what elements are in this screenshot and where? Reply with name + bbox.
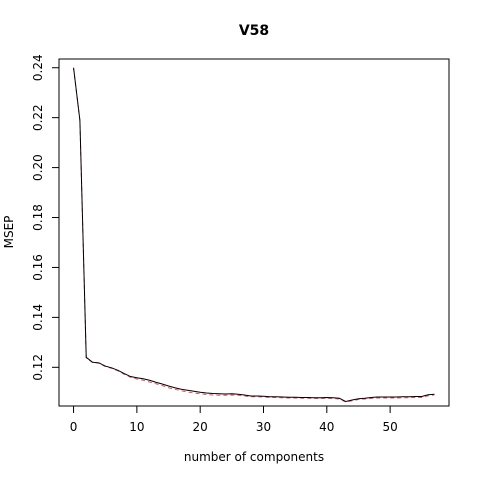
series-line-dashed — [73, 68, 435, 403]
series-layer — [73, 67, 435, 403]
y-tick-label: 0.22 — [31, 104, 45, 131]
x-axis-label: number of components — [184, 450, 324, 464]
x-tick-label: 20 — [193, 420, 208, 434]
x-tick-label: 50 — [382, 420, 397, 434]
x-axis: 0 10 20 30 40 50 — [70, 406, 398, 434]
chart-title: V58 — [239, 23, 269, 39]
y-tick-label: 0.16 — [31, 254, 45, 281]
x-tick-label: 10 — [129, 420, 144, 434]
x-tick-label: 40 — [319, 420, 334, 434]
y-tick-label: 0.12 — [31, 354, 45, 381]
series-line-solid — [73, 67, 435, 403]
x-tick-label: 0 — [70, 420, 78, 434]
y-tick-label: 0.20 — [31, 154, 45, 181]
x-tick-label: 30 — [256, 420, 271, 434]
y-tick-label: 0.18 — [31, 204, 45, 231]
y-axis: 0.12 0.14 0.16 0.18 0.20 0.22 0.24 — [31, 54, 59, 381]
plot-frame — [58, 58, 450, 407]
y-axis-label: MSEP — [2, 216, 16, 249]
y-tick-label: 0.24 — [31, 54, 45, 81]
y-tick-label: 0.14 — [31, 304, 45, 331]
